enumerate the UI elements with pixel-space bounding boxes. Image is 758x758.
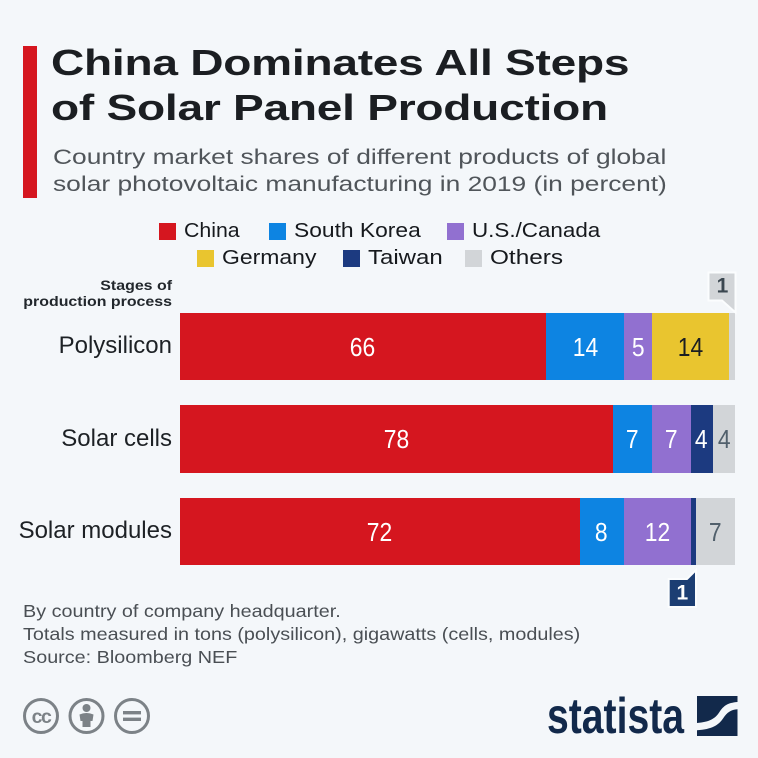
svg-text:1: 1 bbox=[717, 275, 729, 298]
svg-text:1: 1 bbox=[676, 582, 688, 605]
svg-text:statista: statista bbox=[547, 690, 685, 742]
svg-text:cc: cc bbox=[32, 706, 52, 728]
